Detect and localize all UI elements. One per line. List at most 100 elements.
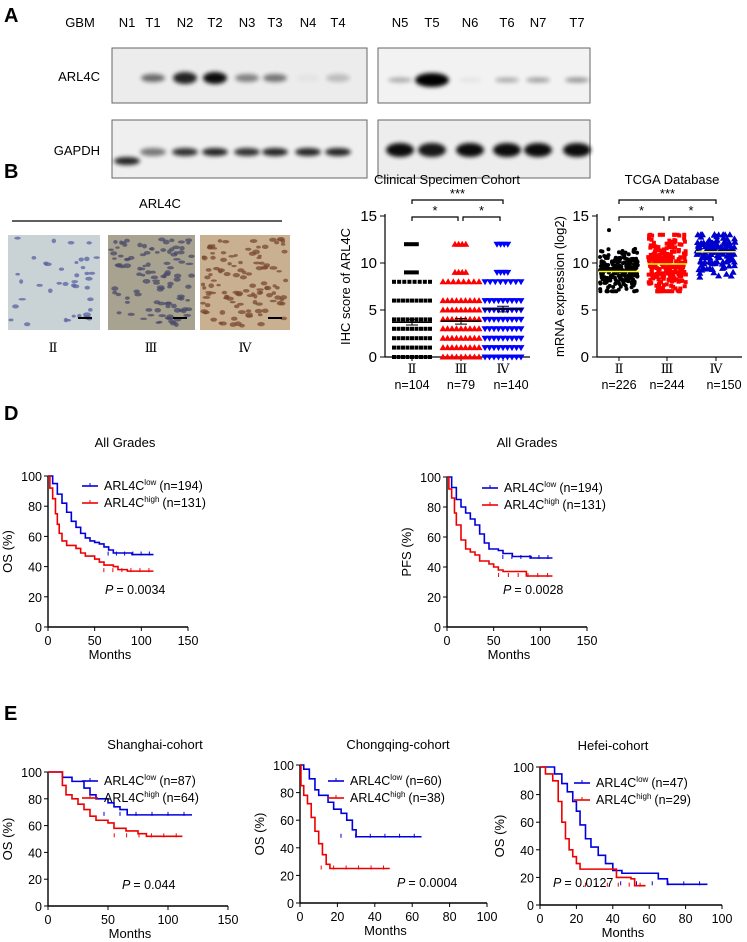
- ihc-nucleus: [218, 321, 223, 325]
- data-point: [404, 270, 408, 275]
- ihc-nucleus: [87, 297, 94, 302]
- data-point: [517, 335, 525, 342]
- data-point: [405, 326, 410, 331]
- lane-label: T4: [330, 15, 345, 30]
- blot-membrane: [377, 47, 591, 104]
- data-point: [664, 255, 669, 260]
- data-point: [457, 325, 465, 332]
- ihc-nucleus: [208, 283, 215, 289]
- data-point: [606, 285, 611, 290]
- y-tick-label: 0: [581, 349, 589, 366]
- data-point: [423, 326, 428, 331]
- significance-bracket: [618, 199, 717, 204]
- data-point: [653, 244, 658, 249]
- x-tick-label: 40: [368, 910, 382, 924]
- ihc-nucleus: [145, 270, 152, 275]
- x-tick-label: 20: [330, 910, 344, 924]
- data-point: [598, 264, 603, 269]
- data-point: [683, 272, 688, 277]
- data-point: [462, 268, 470, 275]
- data-point: [412, 279, 417, 284]
- data-point: [471, 325, 478, 332]
- ihc-nucleus: [261, 308, 269, 314]
- data-point: [695, 244, 703, 251]
- data-point: [602, 278, 607, 283]
- arl4c-band: [458, 77, 482, 83]
- data-point: [612, 289, 617, 294]
- data-point: [392, 279, 396, 284]
- data-point: [662, 260, 667, 265]
- data-point: [475, 297, 483, 304]
- data-point: [719, 258, 727, 265]
- data-point: [414, 355, 419, 359]
- data-point: [444, 344, 451, 351]
- data-point: [396, 298, 401, 303]
- legend-entry: ARL4Clow (n=47): [596, 775, 688, 790]
- gapdh-band: [262, 148, 288, 156]
- data-point: [504, 335, 511, 342]
- data-point: [462, 334, 469, 341]
- data-point: [698, 241, 706, 248]
- survival-curve-high: [48, 771, 183, 838]
- ihc-nucleus: [239, 275, 247, 280]
- ihc-nucleus: [168, 319, 175, 324]
- data-point: [709, 266, 717, 273]
- ihc-nucleus: [255, 266, 264, 271]
- data-point: [727, 242, 735, 249]
- data-point: [670, 289, 675, 294]
- ihc-nucleus: [173, 308, 181, 313]
- lane-label: T5: [424, 15, 439, 30]
- arl4c-band: [526, 77, 550, 83]
- ihc-nucleus: [15, 272, 20, 276]
- data-point: [490, 354, 498, 361]
- lane-label: N7: [530, 15, 547, 30]
- ihc-nucleus: [185, 262, 194, 266]
- p-value-text: = 0.0028: [514, 583, 563, 597]
- data-point: [683, 249, 688, 254]
- ihc-nucleus: [233, 304, 240, 309]
- survival-curve-low: [300, 764, 422, 838]
- p-value-text: = 0.0034: [116, 583, 165, 597]
- x-tick-label: 100: [158, 913, 179, 927]
- data-point: [486, 345, 493, 352]
- data-point: [428, 326, 432, 331]
- significance-label: *: [639, 203, 644, 218]
- ihc-nucleus: [62, 281, 69, 286]
- data-point: [481, 316, 489, 323]
- data-point: [439, 278, 447, 285]
- data-point: [600, 249, 605, 254]
- arl4c-band: [495, 77, 519, 83]
- data-point: [623, 250, 628, 255]
- y-tick-label: 100: [420, 471, 441, 485]
- data-point: [496, 279, 504, 286]
- data-point: [419, 336, 423, 341]
- legend-superscript: low: [390, 773, 402, 782]
- data-point: [502, 279, 510, 286]
- ihc-nucleus: [117, 254, 124, 258]
- data-point: [654, 247, 659, 252]
- ihc-nucleus: [280, 295, 288, 300]
- x-tick-label: 100: [477, 910, 498, 924]
- data-point: [621, 255, 626, 260]
- data-point: [656, 256, 661, 261]
- ihc-nucleus: [245, 309, 252, 313]
- p-value-symbol: P: [397, 876, 406, 890]
- data-point: [423, 298, 428, 303]
- data-point: [650, 233, 655, 238]
- data-point: [466, 344, 474, 351]
- ihc-nucleus: [134, 292, 142, 297]
- data-point: [392, 326, 396, 331]
- x-tick-label: 60: [642, 912, 656, 926]
- data-point: [513, 298, 520, 305]
- data-point: [508, 335, 516, 342]
- data-point: [651, 257, 656, 262]
- data-point: [707, 259, 715, 266]
- x-tick-label: 50: [88, 634, 102, 648]
- y-tick-label: 100: [273, 759, 294, 773]
- data-point: [659, 280, 664, 285]
- legend-n: (n=38): [408, 791, 444, 805]
- y-tick-label: 80: [28, 793, 42, 807]
- ihc-nucleus: [164, 301, 172, 305]
- data-point: [392, 336, 396, 341]
- significance-bracket: [462, 216, 501, 221]
